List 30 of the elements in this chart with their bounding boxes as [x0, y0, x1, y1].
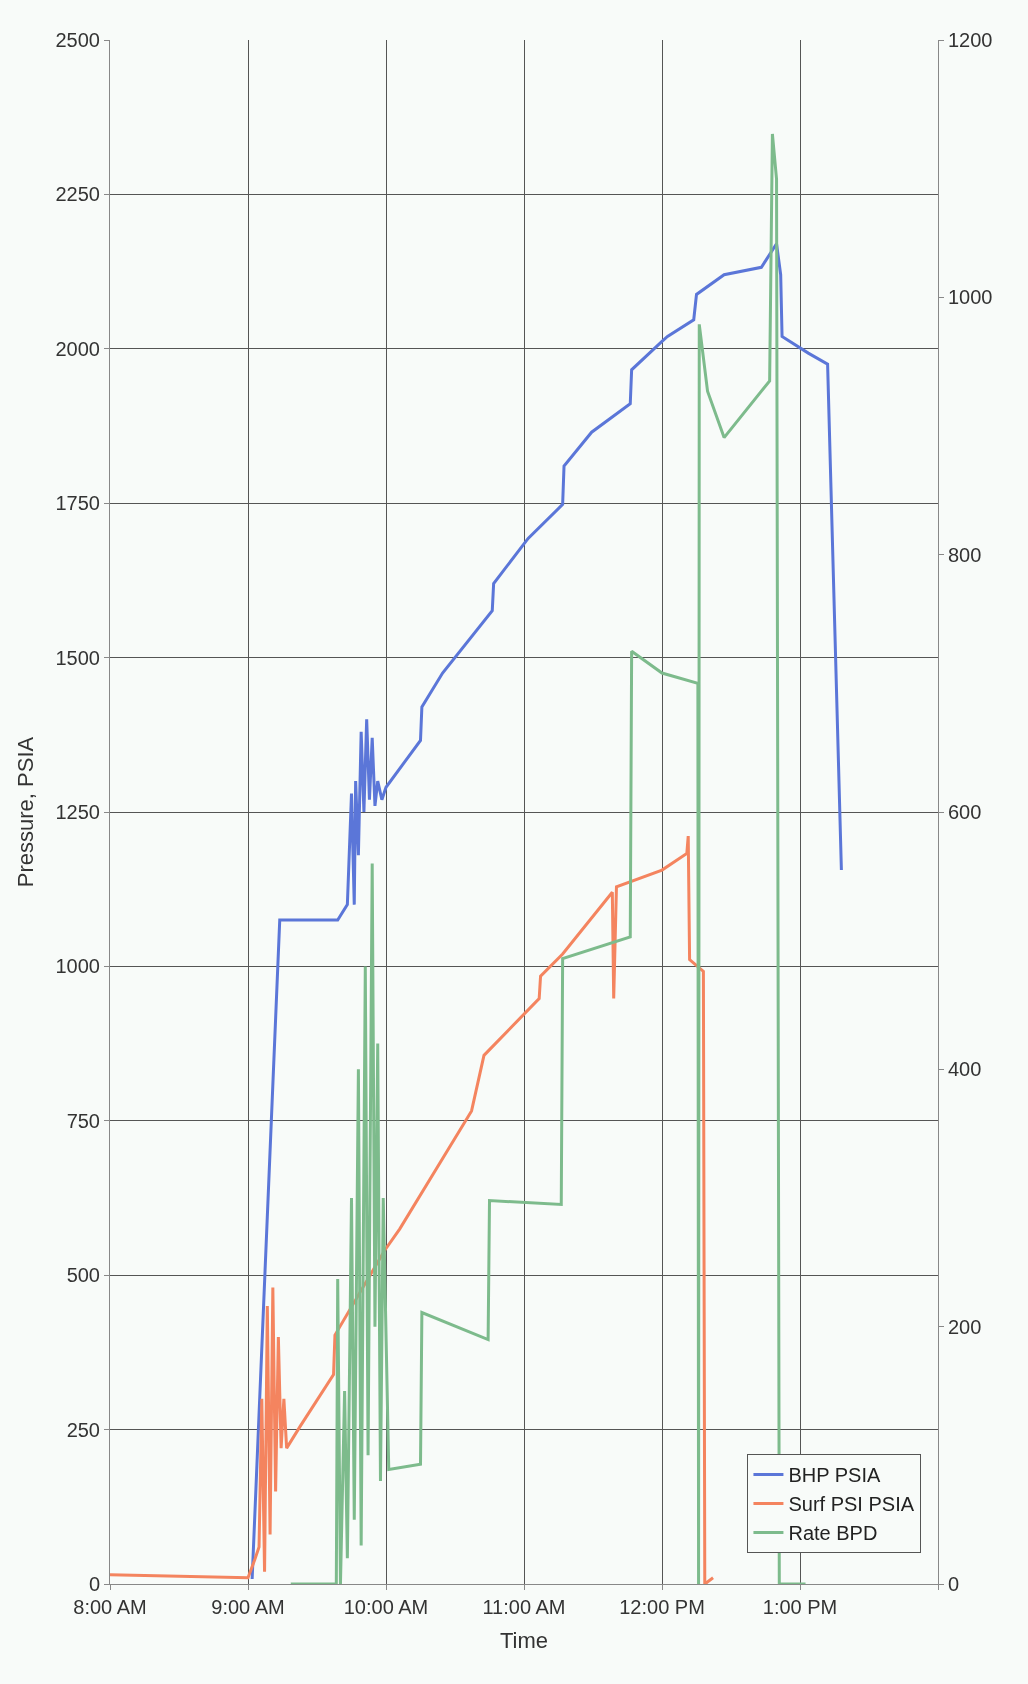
y-tick-label: 1250: [55, 801, 100, 823]
y-axis-title: Pressure, PSIA: [13, 736, 39, 888]
legend-label: Rate BPD: [788, 1522, 878, 1545]
y2-tick-label: 0: [948, 1573, 960, 1595]
y-tick-label: 2000: [55, 337, 100, 360]
x-tick-label: 9:00 AM: [211, 1596, 285, 1618]
y-tick-label: 250: [66, 1418, 100, 1441]
x-tick-label: 12:00 PM: [619, 1596, 705, 1618]
x-tick-label: 11:00 AM: [482, 1596, 566, 1618]
y-tick-label: 750: [66, 1109, 100, 1132]
y-tick-label: 1000: [55, 955, 100, 978]
y-tick-label: 0: [88, 1573, 100, 1595]
x-tick-label: 1:00 PM: [762, 1596, 838, 1618]
y-tick-label: 1750: [55, 492, 100, 515]
y2-tick-label: 600: [948, 801, 982, 823]
x-axis-title: Time: [499, 1627, 549, 1653]
y-tick-label: 2500: [55, 29, 100, 51]
line-series: [110, 834, 715, 1584]
y-tick-label: 2250: [55, 183, 100, 206]
y2-tick-label: 200: [948, 1315, 982, 1338]
x-tick-label: 8:00 AM: [73, 1596, 147, 1618]
y-tick-label: 1500: [55, 646, 100, 669]
y2-tick-label: 1000: [948, 286, 993, 309]
y2-tick-label: 400: [948, 1058, 982, 1081]
y-tick-label: 500: [66, 1264, 100, 1287]
x-tick-label: 10:00 AM: [343, 1596, 429, 1618]
y2-tick-label: 1200: [948, 29, 993, 51]
y2-tick-label: 800: [948, 543, 982, 566]
legend-label: BHP PSIA: [788, 1464, 881, 1487]
legend-label: Surf PSI PSIA: [788, 1493, 915, 1516]
